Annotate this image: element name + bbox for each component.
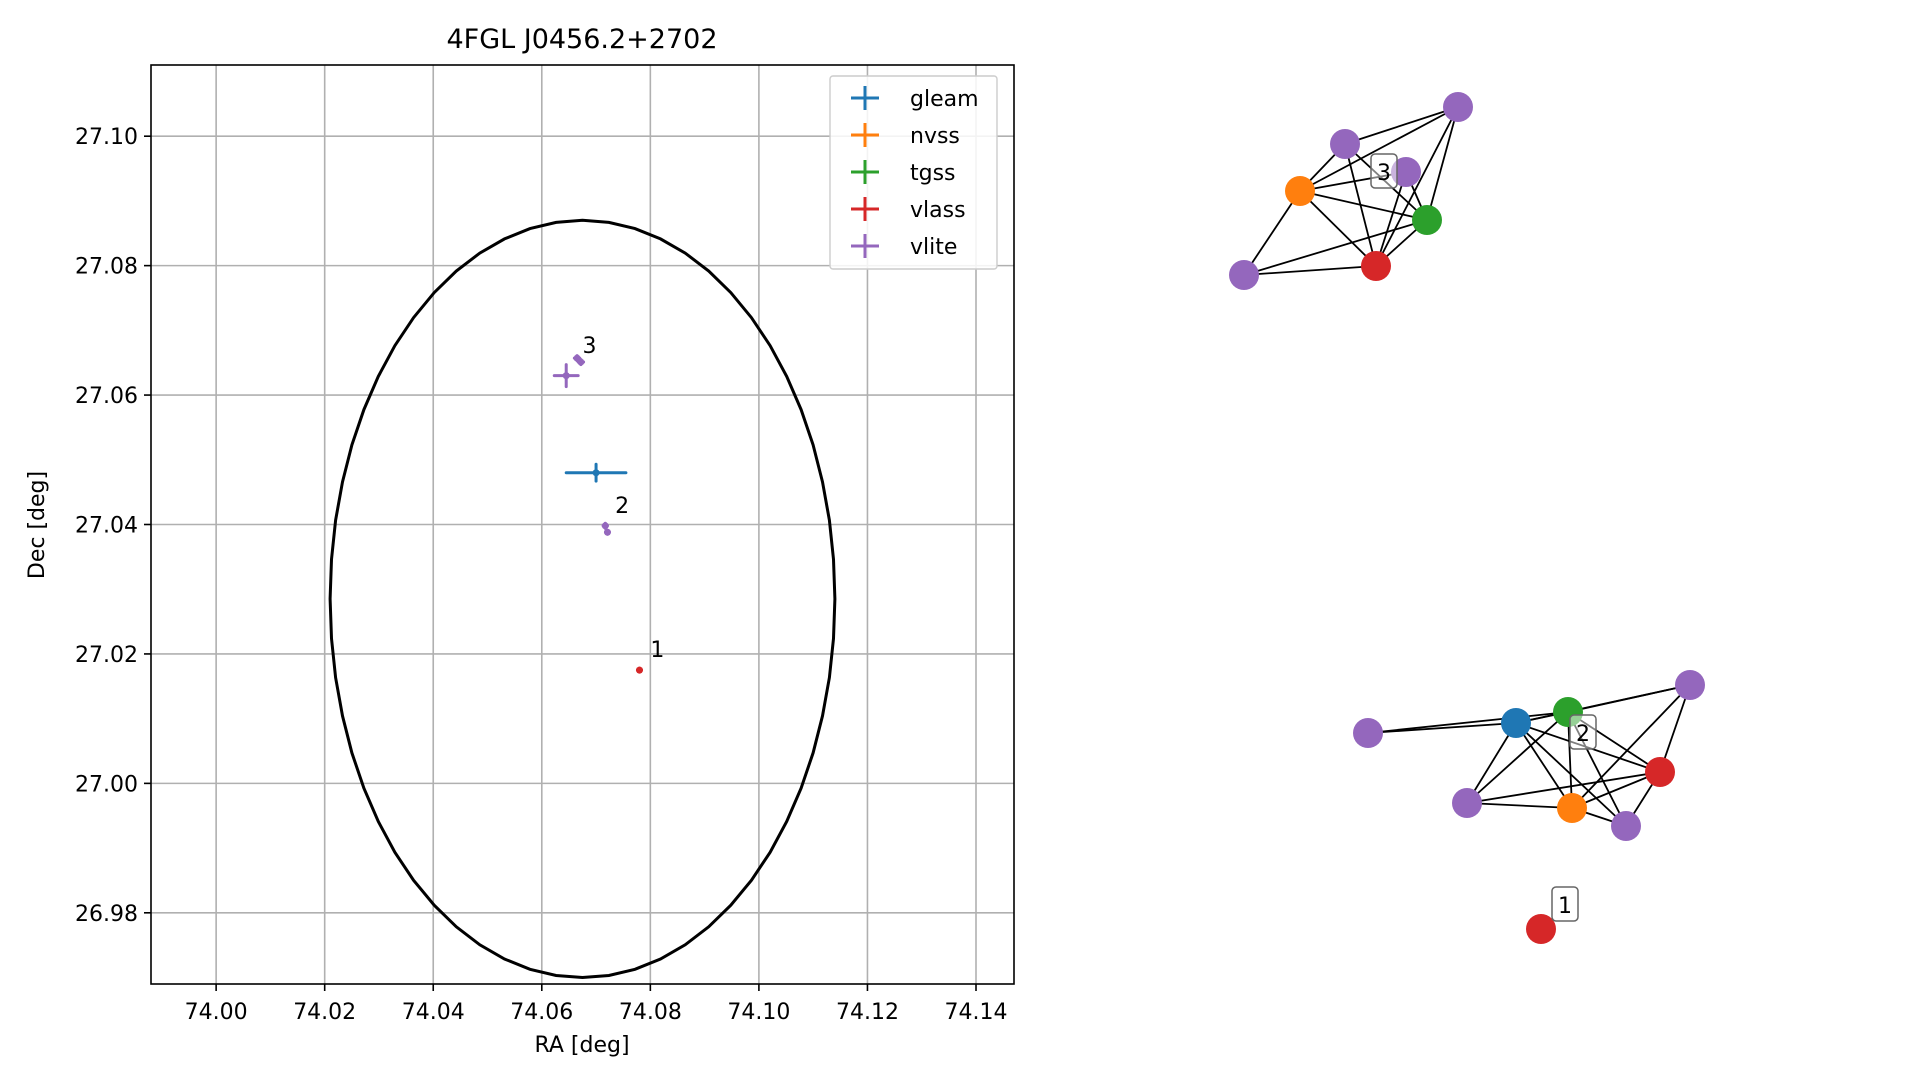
- vlite-point: [601, 521, 609, 530]
- vlite-point: [552, 363, 580, 389]
- vlass-node: [1361, 251, 1391, 281]
- network-edge: [1571, 684, 1691, 809]
- component-label: 2: [1576, 722, 1590, 747]
- y-tick-label: 27.08: [75, 255, 138, 280]
- network-edge: [1367, 722, 1517, 734]
- gleam-point: [564, 462, 628, 483]
- legend-entry: gleam: [851, 86, 979, 112]
- gleam-marker: [592, 469, 600, 477]
- network-edge: [1466, 802, 1573, 809]
- vlass-marker: [635, 666, 643, 674]
- vlass-node: [1526, 914, 1556, 944]
- legend-label: vlite: [910, 235, 957, 260]
- network-edge: [1515, 722, 1573, 809]
- error-ellipse: [328, 218, 837, 980]
- x-tick-label: 74.06: [510, 1000, 573, 1025]
- legend-box: [829, 75, 998, 270]
- legend: gleam nvss tgss vlass vlite: [829, 75, 998, 270]
- legend-entry: vlite: [851, 234, 957, 260]
- x-tick-label: 74.02: [293, 1000, 356, 1025]
- y-tick-label: 27.10: [75, 125, 138, 150]
- x-tick-label: 74.10: [727, 1000, 790, 1025]
- y-tick-label: 27.02: [75, 643, 138, 668]
- component-label-box: [1551, 886, 1579, 922]
- network-edge: [1344, 106, 1459, 145]
- component-3: 3: [1229, 92, 1473, 290]
- component-label: 1: [1558, 894, 1572, 919]
- vlite-node: [1611, 811, 1641, 841]
- network-graph: 3 2 1: [1229, 92, 1705, 944]
- network-edge: [1243, 219, 1428, 276]
- vlite-node: [1391, 157, 1421, 187]
- network-edge: [1375, 171, 1407, 267]
- vlass-point: [635, 666, 643, 674]
- vlite-node: [1330, 129, 1360, 159]
- annotation-label: 2: [615, 494, 629, 519]
- vlite-marker: [577, 358, 585, 366]
- vlite-node: [1443, 92, 1473, 122]
- network-edge: [1567, 711, 1573, 809]
- network-edge: [1571, 771, 1661, 809]
- point-annotations: 1 2 3: [583, 334, 665, 663]
- component-label-box: [1569, 714, 1597, 750]
- legend-label: gleam: [910, 87, 979, 112]
- network-edge: [1659, 684, 1691, 773]
- network-edge: [1466, 771, 1661, 804]
- network-edge: [1375, 106, 1459, 267]
- x-tick-label: 74.12: [836, 1000, 899, 1025]
- x-tick-label: 74.04: [402, 1000, 465, 1025]
- vlite-point: [603, 528, 611, 536]
- component-label: 3: [1377, 161, 1391, 186]
- y-tick-label: 27.04: [75, 514, 138, 539]
- vlite-node: [1353, 718, 1383, 748]
- legend-entry: vlass: [851, 197, 966, 223]
- network-edge: [1299, 190, 1377, 267]
- annotation-label: 3: [583, 334, 597, 359]
- component-1: 1: [1526, 886, 1579, 944]
- y-axis-ticks: 26.98 27.00 27.02 27.04 27.06 27.08 27.10: [75, 125, 151, 927]
- x-axis-ticks: 74.00 74.02 74.04 74.06 74.08 74.10 74.12 74.14: [185, 984, 1008, 1025]
- nvss-node: [1285, 176, 1315, 206]
- network-edge: [1243, 190, 1301, 276]
- y-axis-label: Dec [deg]: [25, 471, 50, 579]
- legend-label: vlass: [910, 198, 966, 223]
- vlite-marker: [601, 522, 609, 530]
- x-tick-label: 74.14: [945, 1000, 1008, 1025]
- legend-label: tgss: [910, 161, 956, 186]
- vlass-node: [1645, 757, 1675, 787]
- data-points: [552, 354, 643, 674]
- network-edge: [1299, 106, 1459, 192]
- x-tick-label: 74.08: [619, 1000, 682, 1025]
- network-edge: [1367, 711, 1569, 734]
- y-tick-label: 26.98: [75, 902, 138, 927]
- gleam-node: [1501, 708, 1531, 738]
- network-edge: [1466, 722, 1517, 804]
- vlite-marker: [603, 528, 611, 536]
- tgss-node: [1412, 205, 1442, 235]
- network-edge: [1299, 190, 1428, 221]
- legend-entry: nvss: [851, 123, 960, 149]
- network-edge: [1426, 106, 1459, 221]
- network-edge: [1567, 684, 1691, 713]
- y-tick-label: 27.06: [75, 384, 138, 409]
- network-edge: [1243, 265, 1377, 276]
- legend-label: nvss: [910, 124, 960, 149]
- chart-title: 4FGL J0456.2+2702: [446, 24, 717, 55]
- component-label-box: [1370, 153, 1398, 189]
- legend-entry: tgss: [851, 160, 956, 186]
- vlite-node: [1229, 260, 1259, 290]
- vlite-point: [576, 357, 586, 367]
- vlite-node: [1675, 670, 1705, 700]
- x-axis-label: RA [deg]: [534, 1033, 629, 1058]
- annotation-label: 1: [650, 638, 664, 663]
- component-2: 2: [1353, 670, 1705, 841]
- x-tick-label: 74.00: [185, 1000, 248, 1025]
- network-edge: [1466, 711, 1569, 804]
- vlite-node: [1452, 788, 1482, 818]
- nvss-node: [1557, 793, 1587, 823]
- vlite-marker: [562, 372, 570, 380]
- y-tick-label: 27.00: [75, 772, 138, 797]
